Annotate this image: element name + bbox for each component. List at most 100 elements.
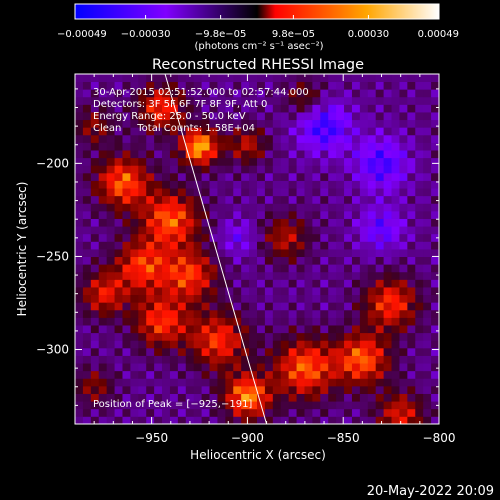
heatmap-cell — [122, 363, 131, 372]
heatmap-cell — [415, 165, 424, 174]
heatmap-cell — [217, 256, 226, 265]
heatmap-cell — [193, 332, 203, 341]
heatmap-cell — [209, 401, 218, 410]
heatmap-cell — [280, 203, 290, 212]
heatmap-cell — [431, 340, 439, 349]
heatmap-cell — [288, 119, 297, 128]
heatmap-cell — [75, 393, 84, 402]
heatmap-cell — [185, 233, 195, 242]
heatmap-cell — [320, 142, 329, 151]
heatmap-cell — [359, 408, 369, 417]
heatmap-cell — [272, 226, 282, 235]
heatmap-cell — [98, 347, 108, 356]
heatmap-cell — [162, 393, 171, 402]
heatmap-cell — [138, 210, 147, 219]
heatmap-cell — [375, 317, 385, 326]
heatmap-cell — [201, 172, 210, 181]
heatmap-cell — [138, 401, 147, 410]
heatmap-cell — [272, 127, 282, 136]
heatmap-cell — [399, 241, 408, 250]
heatmap-cell — [423, 370, 432, 379]
heatmap-cell — [351, 165, 361, 174]
heatmap-cell — [217, 271, 226, 280]
heatmap-cell — [225, 195, 234, 204]
heatmap-cell — [359, 271, 369, 280]
heatmap-cell — [312, 241, 321, 250]
heatmap-cell — [130, 119, 139, 128]
heatmap-cell — [351, 188, 361, 197]
heatmap-cell — [304, 340, 313, 349]
heatmap-cell — [359, 256, 369, 265]
heatmap-cell — [114, 287, 123, 296]
heatmap-cell — [383, 317, 392, 326]
heatmap-cell — [177, 89, 187, 98]
heatmap-cell — [130, 226, 139, 235]
heatmap-cell — [130, 325, 139, 334]
heatmap-cell — [399, 142, 408, 151]
heatmap-cell — [217, 96, 226, 105]
heatmap-cell — [407, 210, 416, 219]
heatmap-cell — [82, 74, 92, 83]
heatmap-cell — [241, 119, 250, 128]
heatmap-cell — [146, 142, 155, 151]
heatmap-cell — [415, 74, 424, 83]
heatmap-cell — [201, 104, 210, 113]
heatmap-cell — [272, 210, 282, 219]
heatmap-cell — [138, 256, 147, 265]
heatmap-cell — [264, 340, 274, 349]
heatmap-cell — [328, 309, 337, 318]
heatmap-cell — [415, 294, 424, 303]
heatmap-cell — [320, 226, 329, 235]
heatmap-cell — [233, 218, 242, 227]
heatmap-cell — [106, 96, 115, 105]
heatmap-cell — [272, 74, 282, 83]
heatmap-cell — [264, 408, 274, 417]
heatmap-cell — [351, 393, 361, 402]
heatmap-cell — [336, 249, 345, 258]
heatmap-cell — [177, 401, 187, 410]
heatmap-cell — [169, 332, 179, 341]
heatmap-cell — [296, 127, 305, 136]
heatmap-cell — [423, 142, 432, 151]
heatmap-cell — [423, 241, 432, 250]
heatmap-cell — [122, 142, 131, 151]
heatmap-cell — [431, 210, 439, 219]
heatmap-cell — [383, 127, 392, 136]
heatmap-cell — [375, 302, 385, 311]
heatmap-cell — [336, 393, 345, 402]
heatmap-cell — [225, 249, 234, 258]
heatmap-cell — [233, 347, 242, 356]
heatmap-cell — [288, 302, 297, 311]
heatmap-cell — [272, 408, 282, 417]
heatmap-cell — [415, 408, 424, 417]
heatmap-cell — [375, 332, 385, 341]
heatmap-cell — [154, 180, 163, 189]
heatmap-cell — [344, 363, 353, 372]
heatmap-cell — [233, 188, 242, 197]
heatmap-cell — [106, 157, 115, 166]
heatmap-cell — [122, 385, 131, 394]
heatmap-cell — [75, 172, 84, 181]
heatmap-cell — [233, 393, 242, 402]
heatmap-cell — [383, 112, 392, 121]
heatmap-cell — [351, 195, 361, 204]
heatmap-cell — [130, 355, 139, 364]
heatmap-cell — [217, 378, 226, 387]
heatmap-cell — [217, 112, 226, 121]
heatmap-cell — [407, 150, 416, 159]
heatmap-cell — [415, 370, 424, 379]
heatmap-cell — [304, 325, 313, 334]
heatmap-cell — [367, 104, 377, 113]
heatmap-cell — [391, 347, 400, 356]
heatmap-cell — [312, 195, 321, 204]
heatmap-cell — [328, 408, 337, 417]
heatmap-cell — [272, 271, 282, 280]
heatmap-cell — [114, 317, 123, 326]
heatmap-cell — [98, 188, 108, 197]
heatmap-cell — [312, 226, 321, 235]
heatmap-cell — [328, 74, 337, 83]
heatmap-cell — [423, 157, 432, 166]
heatmap-cell — [320, 81, 329, 90]
heatmap-cell — [336, 203, 345, 212]
heatmap-cell — [336, 287, 345, 296]
